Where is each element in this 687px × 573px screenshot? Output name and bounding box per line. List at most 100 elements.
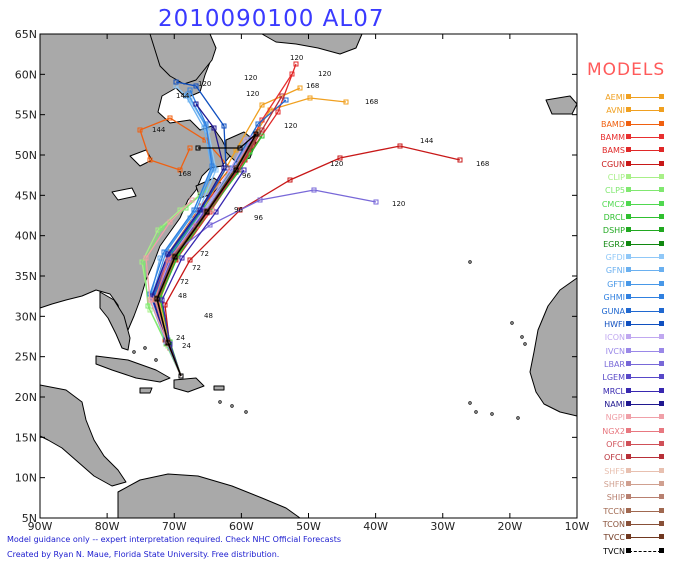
legend-item-dshp: DSHP xyxy=(585,224,685,237)
legend-marker xyxy=(659,134,664,140)
legend-marker xyxy=(659,107,664,113)
lon-tick-label: 20W xyxy=(497,520,522,533)
legend-item-lgem: LGEM xyxy=(585,371,685,384)
lat-tick-label: 20N xyxy=(15,391,37,404)
lat-tick-label: 45N xyxy=(15,189,37,202)
forecast-hour-label: 144 xyxy=(176,92,190,100)
legend-item-guna: GUNA xyxy=(585,305,685,318)
small-island xyxy=(154,358,158,362)
legend-marker xyxy=(659,294,664,300)
legend-line-swatch xyxy=(629,323,661,325)
legend-item-label: TCON xyxy=(602,520,625,529)
track-point xyxy=(167,219,173,225)
legend-item-label: OFCL xyxy=(604,453,625,463)
small-island xyxy=(490,412,494,416)
forecast-hour-label: 120 xyxy=(392,200,405,208)
legend-item-label: GFNI xyxy=(605,266,625,276)
small-island xyxy=(474,410,478,414)
legend-item-egr2: EGR2 xyxy=(585,238,685,251)
legend-line-swatch xyxy=(629,123,661,125)
land-masses xyxy=(39,33,578,519)
legend-item-nami: NAMI xyxy=(585,398,685,411)
track-point xyxy=(177,167,183,173)
legend-line-swatch xyxy=(629,403,661,405)
forecast-hour-label: 120 xyxy=(244,74,257,82)
small-island xyxy=(143,346,147,350)
legend-marker xyxy=(626,94,631,99)
track-point xyxy=(279,93,285,99)
track-point xyxy=(241,167,247,173)
forecast-hour-label: 72 xyxy=(200,250,209,258)
track-line xyxy=(161,169,245,377)
track-point xyxy=(179,255,185,261)
legend-marker xyxy=(626,267,631,273)
small-island xyxy=(218,400,222,404)
legend-item-tcon: TCON xyxy=(585,518,685,531)
legend-marker xyxy=(626,147,631,153)
track-point xyxy=(237,207,243,213)
track-tvcn xyxy=(154,131,259,379)
track-point xyxy=(191,207,197,213)
track-point xyxy=(311,187,317,193)
legend-marker xyxy=(626,254,631,260)
legend-line-swatch xyxy=(629,497,661,499)
legend-line-swatch xyxy=(629,217,661,219)
legend-marker xyxy=(626,347,631,353)
track-point xyxy=(233,167,239,173)
track-point xyxy=(173,79,179,85)
legend-item-label: GUNA xyxy=(601,306,625,316)
track-point xyxy=(237,145,243,151)
track-point xyxy=(159,297,165,303)
forecast-hour-label: 24 xyxy=(176,334,185,342)
track-point xyxy=(178,373,184,379)
legend-item-label: EGR2 xyxy=(603,239,625,249)
legend-marker xyxy=(659,467,664,473)
legend-line-swatch xyxy=(629,390,661,392)
credit-text: Created by Ryan N. Maue, Florida State U… xyxy=(7,550,280,559)
lat-tick-label: 50N xyxy=(15,149,37,162)
forecast-hour-label: 72 xyxy=(180,278,189,286)
legend-line-swatch xyxy=(629,243,661,245)
legend-item-label: MRCL xyxy=(602,386,625,396)
legend-marker xyxy=(626,360,631,366)
lon-tick-label: 70W xyxy=(162,520,187,533)
legend-marker xyxy=(659,187,664,193)
small-island xyxy=(468,401,472,405)
legend-marker xyxy=(626,320,631,326)
legend-item-label: AEMI xyxy=(605,93,625,102)
legend-marker xyxy=(626,227,631,233)
legend-line-swatch xyxy=(629,177,661,179)
legend-item-ngx2: NGX2 xyxy=(585,425,685,438)
legend-item-label: GFTI xyxy=(607,279,625,289)
legend-marker xyxy=(626,494,631,500)
chart-title: 2010090100 AL07 xyxy=(158,6,385,32)
legend-marker xyxy=(659,521,664,526)
legend-item-hwfi: HWFI xyxy=(585,318,685,331)
track-point xyxy=(193,101,199,107)
legend-item-ngpi: NGPI xyxy=(585,411,685,424)
legend-item-shf5: SHF5 xyxy=(585,465,685,478)
legend-item-clip: CLIP xyxy=(585,171,685,184)
legend-line-swatch xyxy=(629,483,661,485)
hispaniola-island xyxy=(173,377,205,393)
legend-item-label: GHMI xyxy=(603,293,625,303)
lon-tick-label: 30W xyxy=(430,520,455,533)
track-point xyxy=(287,177,293,183)
legend-marker xyxy=(659,347,664,353)
greenland-landmass xyxy=(261,33,363,55)
legend-line-swatch xyxy=(629,230,661,232)
forecast-hour-label: 120 xyxy=(198,80,211,88)
lat-tick-label: 15N xyxy=(15,431,37,444)
legend-marker xyxy=(626,200,631,206)
forecast-hour-label: 96 xyxy=(234,206,243,214)
small-island xyxy=(230,404,234,408)
lat-tick-label: 25N xyxy=(15,351,37,364)
legend-item-label: ICON xyxy=(604,333,625,343)
legend-item-label: SHIP xyxy=(606,493,625,503)
lat-tick-label: 55N xyxy=(15,109,37,122)
track-point xyxy=(147,157,153,163)
model-legend: AEMI AVNI BAMD BAMM BAMS CGUN CLIP CLP5 CMC2 DRCL… xyxy=(585,91,685,558)
track-point xyxy=(137,127,143,133)
legend-marker xyxy=(659,387,664,393)
track-point xyxy=(207,222,213,228)
